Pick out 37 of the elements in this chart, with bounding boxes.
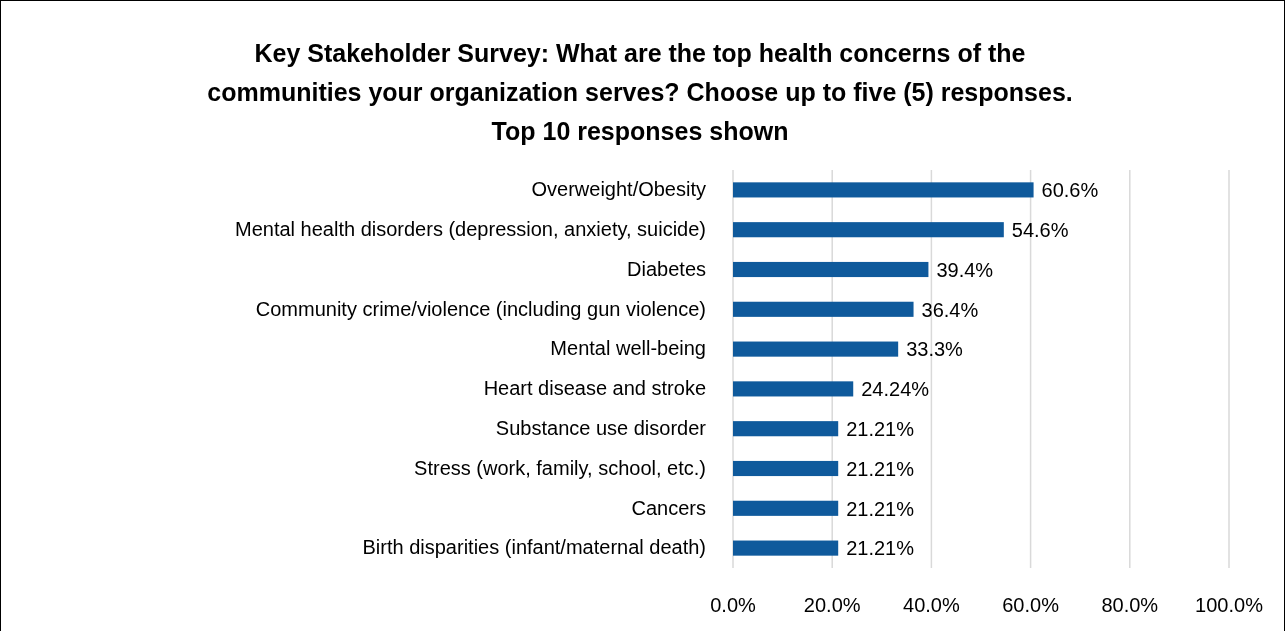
- data-label: 33.3%: [906, 338, 964, 361]
- y-tick-label: Substance use disorder: [495, 416, 707, 439]
- data-label: 36.4%: [921, 298, 979, 321]
- bar: [733, 261, 929, 278]
- y-tick-label: Cancers: [631, 496, 706, 519]
- bar: [733, 381, 854, 397]
- data-label: 21.21%: [846, 497, 915, 520]
- x-tick-label: 0.0%: [710, 594, 757, 616]
- y-tick-label: Community crime/violence (including gun violence): [255, 297, 706, 320]
- data-label: 21.21%: [846, 417, 915, 440]
- x-tick-label: 100.0%: [1195, 594, 1264, 616]
- x-tick-label: 80.0%: [1101, 594, 1159, 616]
- y-tick-label: Mental health disorders (depression, anxiety, suicide): [235, 217, 706, 240]
- y-tick-label: Overweight/Obesity: [531, 178, 706, 201]
- bar: [733, 500, 839, 516]
- y-tick-label: Birth disparities (infant/maternal death): [362, 536, 706, 559]
- y-tick-label: Stress (work, family, school, etc.): [414, 456, 706, 479]
- bar: [733, 182, 1034, 198]
- y-tick-label: Diabetes: [627, 257, 706, 280]
- data-label: 54.6%: [1011, 218, 1069, 241]
- chart-title: Key Stakeholder Survey: What are the top health concerns of the communities your organization serves? Choose up to five (5) responses. Top 10 responses shown: [207, 39, 1073, 145]
- data-label: 24.24%: [861, 378, 930, 401]
- x-tick-label: 60.0%: [1002, 594, 1060, 616]
- bar: [733, 341, 899, 357]
- bar: [733, 222, 1004, 238]
- x-tick-label: 40.0%: [903, 594, 960, 616]
- bar: [733, 540, 839, 556]
- x-tick-label: 20.0%: [803, 594, 861, 616]
- bar: [733, 460, 839, 477]
- y-tick-label: Heart disease and stroke: [483, 377, 706, 400]
- bar: [733, 301, 914, 317]
- data-label: 39.4%: [936, 258, 994, 281]
- y-tick-label: Mental well-being: [550, 337, 706, 360]
- data-label: 21.21%: [846, 537, 915, 560]
- data-label: 60.6%: [1041, 179, 1099, 202]
- data-label: 21.21%: [846, 457, 915, 480]
- bar: [733, 421, 839, 437]
